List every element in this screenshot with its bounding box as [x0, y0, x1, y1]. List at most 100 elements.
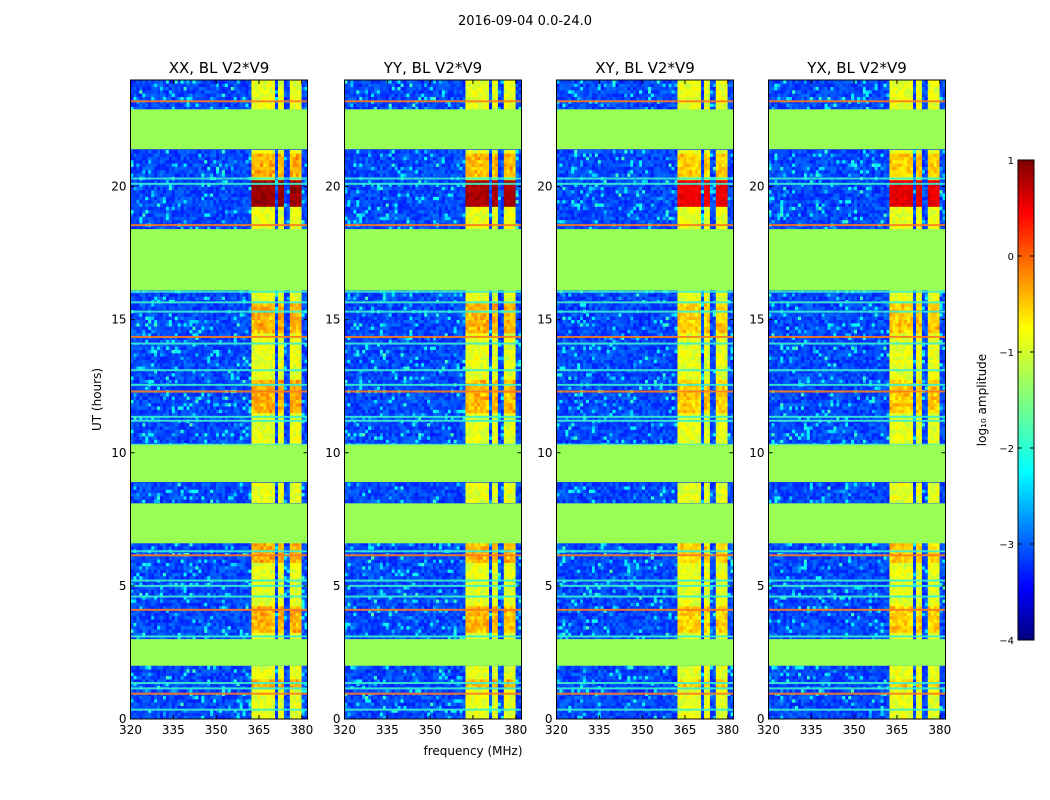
heatmap-cell — [246, 619, 249, 623]
heatmap-cell — [260, 626, 263, 630]
heatmap-cell — [163, 696, 166, 700]
heatmap-cell — [290, 666, 293, 670]
heatmap-cell — [166, 619, 169, 623]
heatmap-cell — [246, 666, 249, 670]
heatmap-cell — [160, 616, 163, 620]
heatmap-cell — [275, 629, 278, 633]
heatmap-cell — [299, 699, 302, 703]
heatmap-cell — [249, 702, 252, 706]
heatmap-cell — [204, 689, 207, 693]
heatmap-cell — [281, 672, 284, 676]
heatmap-cell — [260, 696, 263, 700]
heatmap-cell — [299, 672, 302, 676]
heatmap-cell — [287, 669, 290, 673]
heatmap-cell — [160, 689, 163, 693]
heatmap-cell — [163, 712, 166, 716]
heatmap-cell — [287, 666, 290, 670]
heatmap-cell — [178, 712, 181, 716]
heatmap-cell — [210, 702, 213, 706]
heatmap-cell — [219, 699, 222, 703]
heatmap-cell — [181, 672, 184, 676]
heatmap-cell — [172, 669, 175, 673]
heatmap-cell — [293, 676, 296, 680]
heatmap-cell — [281, 616, 284, 620]
heatmap-cell — [240, 702, 243, 706]
heatmap-cell — [148, 672, 151, 676]
heatmap-cell — [190, 702, 193, 706]
heatmap-cell — [299, 626, 302, 630]
heatmap-cell — [263, 689, 266, 693]
heatmap-cell — [160, 669, 163, 673]
heatmap-cell — [213, 626, 216, 630]
heatmap-cell — [195, 702, 198, 706]
heatmap-cell — [287, 702, 290, 706]
heatmap-cell — [249, 669, 252, 673]
heatmap-cell — [151, 613, 154, 617]
heatmap-cell — [166, 629, 169, 633]
heatmap-cell — [184, 676, 187, 680]
heatmap-cell — [246, 702, 249, 706]
heatmap-cell — [187, 672, 190, 676]
heatmap-cell — [260, 699, 263, 703]
heatmap-cell — [231, 669, 234, 673]
heatmap-cell — [257, 626, 260, 630]
heatmap-cell — [166, 689, 169, 693]
heatmap-cell — [278, 669, 281, 673]
heatmap-cell — [243, 669, 246, 673]
heatmap-cell — [272, 622, 275, 626]
heatmap-cell — [251, 666, 254, 670]
heatmap-cell — [148, 616, 151, 620]
heatmap-cell — [175, 619, 178, 623]
heatmap-cell — [184, 616, 187, 620]
heatmap-cell — [154, 669, 157, 673]
heatmap-cell — [163, 666, 166, 670]
heatmap-cell — [210, 616, 213, 620]
heatmap-cell — [290, 619, 293, 623]
heatmap-cell — [240, 626, 243, 630]
heatmap-cell — [290, 712, 293, 716]
heatmap-cell — [281, 622, 284, 626]
heatmap-cell — [169, 666, 172, 670]
heatmap-cell — [240, 666, 243, 670]
heatmap-cell — [299, 702, 302, 706]
heatmap-cell — [216, 696, 219, 700]
heatmap-cell — [222, 702, 225, 706]
heatmap-cell — [287, 619, 290, 623]
heatmap-cell — [216, 666, 219, 670]
heatmap-cell — [160, 629, 163, 633]
heatmap-cell — [269, 666, 272, 670]
heatmap-cell — [231, 666, 234, 670]
heatmap-cell — [139, 696, 142, 700]
heatmap-cell — [216, 616, 219, 620]
heatmap-cell — [222, 712, 225, 716]
heatmap-cell — [225, 622, 228, 626]
heatmap-cell — [278, 702, 281, 706]
spectrogram-figure: XX, BL V2*V9320 335 350 365 38005101520YY, B… — [0, 0, 1050, 800]
heatmap-cell — [154, 666, 157, 670]
heatmap-cell — [293, 666, 296, 670]
heatmap-cell — [207, 622, 210, 626]
heatmap-cell — [178, 689, 181, 693]
heatmap-cell — [133, 712, 136, 716]
heatmap-cell — [254, 689, 257, 693]
heatmap-cell — [275, 619, 278, 623]
heatmap-cell — [195, 699, 198, 703]
heatmap-cell — [166, 672, 169, 676]
heatmap-cell — [190, 712, 193, 716]
heatmap-cell — [281, 689, 284, 693]
heatmap-cell — [184, 666, 187, 670]
heatmap-cell — [163, 622, 166, 626]
heatmap-cell — [296, 669, 299, 673]
heatmap-cell — [272, 629, 275, 633]
heatmap-cell — [184, 712, 187, 716]
heatmap-cell — [151, 629, 154, 633]
heatmap-cell — [225, 702, 228, 706]
heatmap-cell — [219, 696, 222, 700]
heatmap-cell — [275, 689, 278, 693]
heatmap-cell — [148, 676, 151, 680]
heatmap-cell — [216, 669, 219, 673]
heatmap-cell — [172, 616, 175, 620]
heatmap-cell — [166, 702, 169, 706]
heatmap-cell — [175, 689, 178, 693]
heatmap-cell — [231, 676, 234, 680]
